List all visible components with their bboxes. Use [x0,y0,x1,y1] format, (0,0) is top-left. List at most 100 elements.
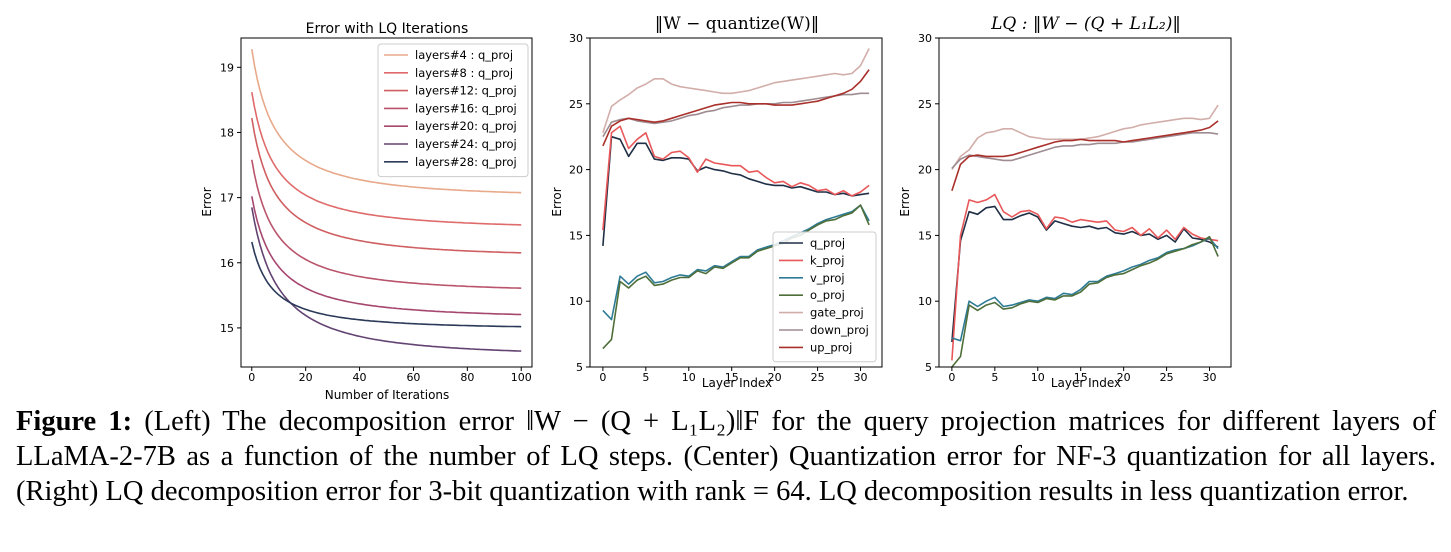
y-tick-label: 18 [220,126,234,139]
series-line-q-proj [602,135,870,246]
series-line-layers-16-q-proj [251,159,522,289]
series-line-gate-proj [602,48,870,134]
series-line-k-proj [602,125,870,231]
x-axis-label: Number of Iterations [325,388,450,400]
legend: q_proj k_proj v_proj o_proj gate_proj down_pr… [772,231,877,363]
chart-panel-lq: LQ : ‖W − (Q + L₁L₂)‖ Layer Index Error … [898,14,1232,390]
x-tick-label: 30 [854,371,868,384]
y-tick-label: 15 [569,229,583,242]
plot-area [951,104,1219,368]
series-line-layers-28-q-proj [251,241,522,328]
y-tick-label: 30 [918,32,932,45]
chart-title: LQ : ‖W − (Q + L₁L₂)‖ [990,14,1181,34]
series-line-v-proj [602,204,870,321]
chart-panel-quantize: ‖W − quantize(W)‖ Layer Index Error 0 5 10… [550,14,883,390]
legend-label: layers#28: q_proj [415,155,517,169]
x-tick-label: 20 [1117,371,1131,384]
x-axis-label: Layer Index [1051,376,1121,390]
y-tick-label: 5 [925,361,932,374]
series-line-up-proj [602,69,870,147]
axes-frame [240,37,533,368]
x-tick-label: 10 [682,371,696,384]
x-tick-label: 0 [948,371,955,384]
legend-label: layers#8 : q_proj [415,66,513,80]
legend-label: layers#16: q_proj [415,101,517,115]
y-tick-label: 25 [918,98,932,111]
series-line-down-proj [951,132,1219,169]
axis-ticks: 0 5 10 15 20 25 30 5 10 15 20 25 30 [569,32,868,384]
y-axis-label: Error [200,187,214,216]
chart-title-text: ‖W − quantize(W)‖ [655,14,819,34]
x-tick-label: 80 [460,371,474,384]
x-tick-label: 5 [991,371,998,384]
x-tick-label: 0 [599,371,606,384]
axes-frame [589,37,883,368]
axis-ticks: 0 5 10 15 20 25 30 5 10 15 20 25 30 [918,32,1217,384]
y-tick-label: 20 [569,164,583,177]
plot-area [602,48,870,350]
y-tick-label: 10 [569,295,583,308]
chart-title-text: LQ : ‖W − (Q + L₁L₂)‖ [990,14,1181,34]
x-tick-label: 20 [768,371,782,384]
chart-panel-iterations: Error with LQ Iterations Number of Itera… [200,21,533,400]
x-tick-label: 15 [1074,371,1088,384]
series-line-o-proj [951,235,1219,368]
x-tick-label: 100 [511,371,532,384]
series-line-q-proj [951,205,1219,343]
y-tick-label: 20 [918,164,932,177]
y-tick-label: 5 [576,361,583,374]
legend-label: k_proj [810,253,844,267]
y-axis-label: Error [550,187,564,216]
x-tick-label: 30 [1203,371,1217,384]
x-tick-label: 25 [811,371,825,384]
series-line-layers-4-q-proj [251,48,522,194]
x-tick-label: 40 [353,371,367,384]
series-line-layers-8-q-proj [251,91,522,226]
y-tick-label: 15 [220,322,234,335]
series-line-o-proj [602,204,870,350]
series-line-layers-12-q-proj [251,117,522,254]
y-tick-label: 10 [918,295,932,308]
legend-label: layers#24: q_proj [415,137,517,151]
caption-text: (Left) The decomposition error ‖W − (Q +… [16,406,1436,507]
y-tick-label: 17 [220,192,234,205]
y-tick-label: 15 [918,229,932,242]
x-tick-label: 15 [725,371,739,384]
series-line-v-proj [951,237,1219,342]
figure: Error with LQ Iterations Number of Itera… [200,14,1232,400]
legend-box [377,43,529,178]
series-line-layers-24-q-proj [251,207,522,352]
figure-caption: Figure 1: (Left) The decomposition error… [16,404,1436,509]
series-line-up-proj [951,120,1219,191]
x-axis-label: Layer Index [702,376,772,390]
legend-label: o_proj [810,288,845,302]
x-tick-label: 5 [642,371,649,384]
y-tick-label: 16 [220,257,234,270]
x-tick-label: 25 [1160,371,1174,384]
chart-title: ‖W − quantize(W)‖ [655,14,819,34]
legend-label: layers#4 : q_proj [415,48,513,62]
axis-ticks: 0 20 40 60 80 100 15 16 17 18 19 [220,61,532,384]
series-line-down-proj [602,92,870,138]
series-line-k-proj [951,193,1219,361]
legend-label: gate_proj [810,306,864,320]
y-tick-label: 30 [569,32,583,45]
legend-label: down_proj [810,323,869,337]
chart-title: Error with LQ Iterations [306,21,469,37]
plot-area [251,48,522,352]
x-tick-label: 60 [406,371,420,384]
axes-frame [938,37,1232,368]
legend-label: layers#12: q_proj [415,84,517,98]
series-line-gate-proj [951,104,1219,171]
series-line-layers-20-q-proj [251,196,522,316]
legend-label: layers#20: q_proj [415,119,517,133]
legend-label: q_proj [810,236,845,250]
x-tick-label: 10 [1031,371,1045,384]
legend-label: v_proj [810,271,845,285]
y-tick-label: 19 [220,61,234,74]
legend: layers#4 : q_proj layers#8 : q_projlayers… [377,43,529,178]
x-tick-label: 0 [248,371,255,384]
caption-label: Figure 1: [16,406,133,437]
y-tick-label: 25 [569,98,583,111]
y-axis-label: Error [898,187,912,216]
